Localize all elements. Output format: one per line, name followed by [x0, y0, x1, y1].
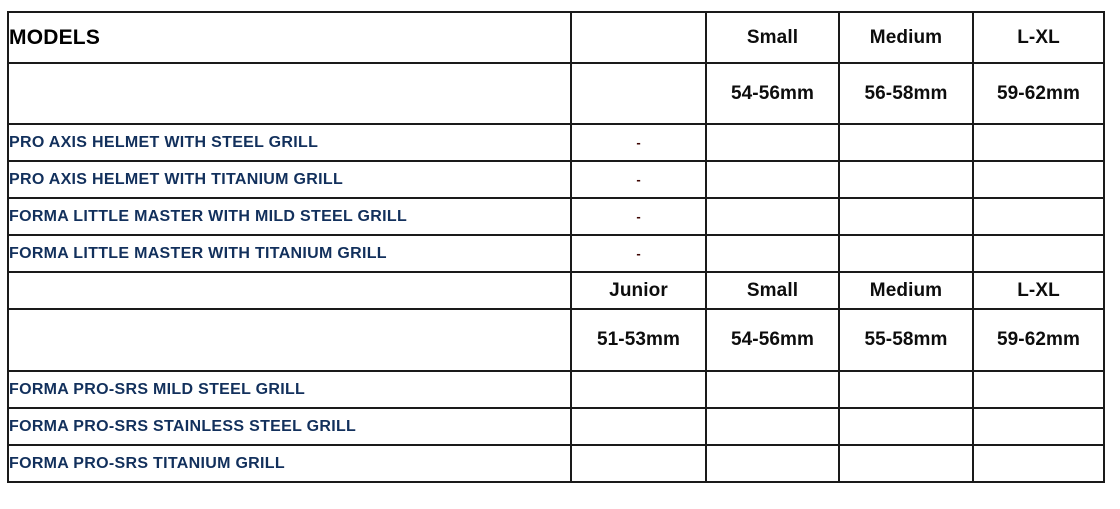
table-row: PRO AXIS HELMET WITH TITANIUM GRILL -	[7, 160, 1105, 199]
availability-cell-small	[705, 444, 840, 483]
availability-cell-lxl	[972, 444, 1105, 483]
section-one-header-lxl: L-XL	[972, 11, 1105, 64]
availability-cell-medium	[838, 444, 974, 483]
availability-cell-medium	[838, 234, 974, 273]
model-name-cell: FORMA PRO-SRS TITANIUM GRILL	[7, 444, 572, 483]
availability-cell-junior	[570, 407, 707, 446]
section-one-header-row: MODELS Small Medium L-XL	[7, 11, 1105, 64]
availability-cell-lxl	[972, 197, 1105, 236]
section-two-header-small: Small	[705, 271, 840, 310]
availability-cell-junior: -	[570, 234, 707, 273]
section-one-range-small: 54-56mm	[705, 62, 840, 125]
model-name-cell: FORMA PRO-SRS STAINLESS STEEL GRILL	[7, 407, 572, 446]
availability-cell-lxl	[972, 123, 1105, 162]
section-two-range-small: 54-56mm	[705, 308, 840, 372]
section-two-header-row: Junior Small Medium L-XL	[7, 271, 1105, 310]
section-one-range-blank-models	[7, 62, 572, 125]
section-two-range-medium: 55-58mm	[838, 308, 974, 372]
section-one-header-small: Small	[705, 11, 840, 64]
availability-cell-small	[705, 197, 840, 236]
section-two-range-junior: 51-53mm	[570, 308, 707, 372]
availability-cell-small	[705, 407, 840, 446]
section-two-header-medium: Medium	[838, 271, 974, 310]
table-row: FORMA LITTLE MASTER WITH MILD STEEL GRIL…	[7, 197, 1105, 236]
table-row: FORMA PRO-SRS MILD STEEL GRILL	[7, 370, 1105, 409]
table-row: FORMA PRO-SRS STAINLESS STEEL GRILL	[7, 407, 1105, 446]
model-name-cell: PRO AXIS HELMET WITH STEEL GRILL	[7, 123, 572, 162]
availability-cell-junior	[570, 444, 707, 483]
availability-cell-medium	[838, 370, 974, 409]
availability-cell-small	[705, 123, 840, 162]
availability-cell-small	[705, 370, 840, 409]
table-row: FORMA PRO-SRS TITANIUM GRILL	[7, 444, 1105, 483]
availability-cell-lxl	[972, 370, 1105, 409]
model-name-cell: FORMA LITTLE MASTER WITH MILD STEEL GRIL…	[7, 197, 572, 236]
availability-cell-junior: -	[570, 160, 707, 199]
section-two-header-models	[7, 271, 572, 310]
section-two-header-junior: Junior	[570, 271, 707, 310]
availability-cell-medium	[838, 123, 974, 162]
availability-cell-medium	[838, 197, 974, 236]
section-two-header-lxl: L-XL	[972, 271, 1105, 310]
availability-cell-small	[705, 160, 840, 199]
availability-cell-lxl	[972, 160, 1105, 199]
model-name-cell: FORMA LITTLE MASTER WITH TITANIUM GRILL	[7, 234, 572, 273]
availability-cell-lxl	[972, 234, 1105, 273]
availability-cell-junior: -	[570, 123, 707, 162]
table-row: PRO AXIS HELMET WITH STEEL GRILL -	[7, 123, 1105, 162]
section-one-header-medium: Medium	[838, 11, 974, 64]
section-one-range-lxl: 59-62mm	[972, 62, 1105, 125]
availability-cell-medium	[838, 407, 974, 446]
availability-cell-lxl	[972, 407, 1105, 446]
section-two-range-lxl: 59-62mm	[972, 308, 1105, 372]
section-two-range-blank-models	[7, 308, 572, 372]
section-one-range-blank-junior	[570, 62, 707, 125]
model-name-cell: FORMA PRO-SRS MILD STEEL GRILL	[7, 370, 572, 409]
helmet-sizing-chart: MODELS Small Medium L-XL 54-56mm 56-58mm…	[7, 11, 1105, 483]
model-name-cell: PRO AXIS HELMET WITH TITANIUM GRILL	[7, 160, 572, 199]
availability-cell-junior	[570, 370, 707, 409]
availability-cell-small	[705, 234, 840, 273]
availability-cell-medium	[838, 160, 974, 199]
table-row: FORMA LITTLE MASTER WITH TITANIUM GRILL …	[7, 234, 1105, 273]
models-column-header: MODELS	[7, 11, 572, 64]
section-one-size-range-row: 54-56mm 56-58mm 59-62mm	[7, 62, 1105, 125]
section-two-size-range-row: 51-53mm 54-56mm 55-58mm 59-62mm	[7, 308, 1105, 372]
section-one-header-blank	[570, 11, 707, 64]
availability-cell-junior: -	[570, 197, 707, 236]
section-one-range-medium: 56-58mm	[838, 62, 974, 125]
